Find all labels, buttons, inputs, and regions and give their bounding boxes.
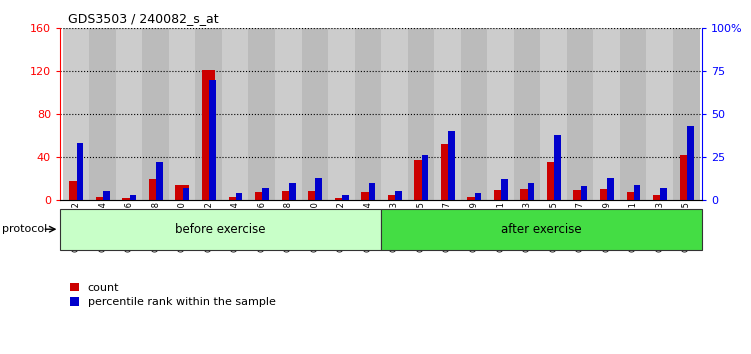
- Bar: [494, 190, 507, 200]
- Bar: [143, 28, 169, 200]
- Text: after exercise: after exercise: [502, 223, 582, 236]
- Bar: [574, 190, 587, 200]
- Bar: [275, 28, 302, 200]
- Bar: [653, 195, 666, 200]
- Bar: [202, 70, 216, 200]
- Bar: [382, 209, 702, 250]
- Bar: [626, 193, 640, 200]
- Bar: [96, 197, 109, 200]
- Bar: [289, 183, 296, 200]
- Bar: [308, 192, 321, 200]
- Bar: [448, 131, 455, 200]
- Bar: [69, 181, 83, 200]
- Bar: [156, 162, 163, 200]
- Bar: [262, 188, 269, 200]
- Bar: [130, 195, 137, 200]
- Bar: [89, 28, 116, 200]
- Bar: [354, 28, 381, 200]
- Bar: [554, 135, 561, 200]
- Bar: [441, 144, 454, 200]
- Bar: [328, 28, 354, 200]
- Bar: [210, 80, 216, 200]
- Bar: [228, 197, 242, 200]
- Bar: [540, 28, 567, 200]
- Bar: [434, 28, 460, 200]
- Bar: [342, 195, 348, 200]
- Bar: [77, 143, 83, 200]
- Bar: [302, 28, 328, 200]
- Bar: [222, 28, 249, 200]
- Bar: [608, 178, 614, 200]
- Bar: [460, 28, 487, 200]
- Bar: [361, 193, 375, 200]
- Bar: [567, 28, 593, 200]
- Bar: [149, 178, 162, 200]
- Bar: [487, 28, 514, 200]
- Bar: [315, 178, 322, 200]
- Bar: [255, 193, 268, 200]
- Legend: count, percentile rank within the sample: count, percentile rank within the sample: [65, 278, 280, 312]
- Bar: [282, 192, 295, 200]
- Bar: [176, 185, 189, 200]
- Bar: [520, 189, 534, 200]
- Bar: [501, 179, 508, 200]
- Bar: [408, 28, 434, 200]
- Bar: [680, 155, 693, 200]
- Text: protocol: protocol: [2, 224, 47, 234]
- Bar: [122, 198, 136, 200]
- Bar: [60, 209, 382, 250]
- Bar: [395, 192, 402, 200]
- Bar: [660, 188, 667, 200]
- Bar: [600, 189, 614, 200]
- Bar: [528, 183, 535, 200]
- Bar: [169, 28, 195, 200]
- Bar: [634, 184, 641, 200]
- Bar: [421, 155, 428, 200]
- Bar: [415, 160, 427, 200]
- Bar: [475, 193, 481, 200]
- Bar: [581, 186, 587, 200]
- Bar: [514, 28, 540, 200]
- Bar: [182, 188, 189, 200]
- Bar: [687, 126, 694, 200]
- Bar: [116, 28, 143, 200]
- Bar: [249, 28, 275, 200]
- Text: GDS3503 / 240082_s_at: GDS3503 / 240082_s_at: [68, 12, 219, 25]
- Bar: [547, 162, 560, 200]
- Bar: [381, 28, 408, 200]
- Bar: [593, 28, 620, 200]
- Bar: [673, 28, 699, 200]
- Text: before exercise: before exercise: [175, 223, 266, 236]
- Bar: [195, 28, 222, 200]
- Bar: [63, 28, 89, 200]
- Bar: [335, 198, 348, 200]
- Bar: [647, 28, 673, 200]
- Bar: [467, 197, 481, 200]
- Bar: [620, 28, 647, 200]
- Bar: [103, 192, 110, 200]
- Bar: [369, 183, 376, 200]
- Bar: [388, 195, 401, 200]
- Bar: [236, 193, 243, 200]
